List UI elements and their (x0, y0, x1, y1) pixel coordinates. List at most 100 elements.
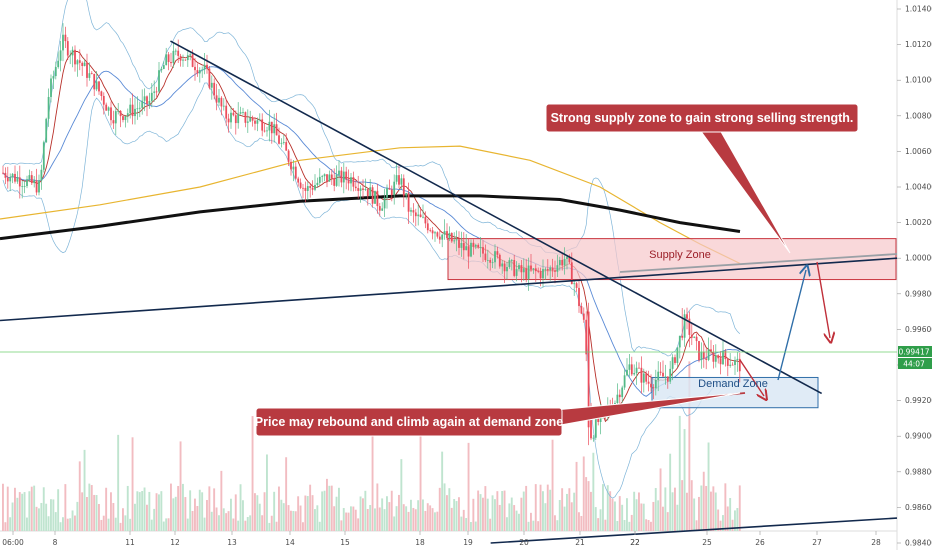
volume-bar (626, 498, 628, 531)
candle-body (323, 174, 326, 177)
candle-body (112, 120, 115, 124)
volume-bar (143, 487, 146, 531)
volume-bar (333, 506, 336, 531)
candle-body (206, 64, 208, 69)
y-tick-label: 1.00600 (905, 147, 932, 156)
volume-bar (417, 500, 420, 531)
projection-arrows (739, 261, 830, 396)
volume-bar (489, 518, 492, 531)
volume-bar (290, 510, 292, 531)
candle-body (371, 187, 374, 204)
volume-bar (35, 506, 38, 531)
volume-bar (525, 485, 528, 531)
volume-bar (14, 487, 16, 531)
volume-bar (11, 502, 14, 531)
candle-body (546, 269, 549, 271)
volume-bar (604, 519, 607, 531)
candle-body (501, 263, 504, 267)
volume-bar (686, 492, 688, 531)
candle-body (261, 119, 264, 131)
volume-bar (726, 506, 729, 531)
candle-body (309, 186, 312, 188)
volume-bar (69, 518, 72, 531)
candle-body (182, 59, 184, 61)
volume-bar (244, 520, 247, 531)
candle-body (633, 373, 636, 375)
candle-body (681, 335, 684, 338)
candle-body (78, 60, 81, 63)
candle-body (4, 172, 7, 178)
x-tick-label: 21 (575, 538, 585, 547)
volume-bar (201, 492, 204, 531)
volume-bar (239, 484, 242, 531)
volume-bar (124, 515, 127, 531)
candle-body (280, 142, 283, 144)
candle-body (424, 216, 427, 224)
candle-body (414, 212, 417, 217)
candle-body (143, 96, 146, 101)
candle-body (165, 54, 168, 66)
candle-body (287, 150, 290, 162)
volume-bar (710, 491, 712, 531)
candle-body (462, 243, 465, 251)
volume-bar (705, 485, 708, 531)
candle-body (458, 239, 460, 248)
volume-bar (647, 520, 650, 531)
candle-body (299, 182, 302, 188)
candle-body (731, 364, 734, 366)
volume-bar (714, 492, 717, 531)
candle-body (302, 187, 304, 189)
candle-body (88, 73, 91, 78)
volume-bar (174, 496, 177, 531)
volume-bar (575, 461, 578, 531)
x-tick-label: 14 (285, 538, 295, 547)
volume-bar (357, 518, 360, 531)
candle-body (160, 68, 163, 71)
volume-bar (138, 492, 141, 531)
volume-bar (371, 428, 374, 531)
volume-bar (515, 510, 518, 531)
candle-body (405, 192, 408, 196)
candle-body (566, 256, 568, 259)
candle-body (590, 410, 592, 439)
volume-bar (90, 485, 93, 531)
volume-bar (650, 521, 652, 531)
volume-bar (698, 496, 700, 531)
volume-bar (309, 484, 312, 531)
volume-bar (434, 512, 436, 531)
candle-body (170, 62, 172, 64)
candle-body (213, 82, 216, 96)
y-tick-label: 1.01000 (905, 76, 932, 85)
candle-body (479, 247, 482, 248)
volume-bar (695, 520, 698, 531)
candle-body (470, 242, 472, 257)
volume-bar (323, 490, 326, 531)
arrow-down-from-supply (816, 261, 830, 338)
candle-body (93, 73, 96, 90)
candle-body (695, 336, 698, 342)
candle-body (482, 247, 484, 254)
volume-bar (335, 496, 338, 531)
candle-body (402, 178, 405, 196)
volume-bar (282, 503, 285, 531)
candle-body (136, 108, 139, 110)
candle-body (486, 260, 489, 261)
volume-bar (88, 483, 91, 531)
candle-body (177, 50, 180, 56)
candle-body (448, 233, 451, 239)
volume-bar (318, 521, 321, 531)
volume-bar (426, 503, 429, 531)
candle-body (268, 121, 271, 131)
volume-bar (189, 490, 192, 531)
candle-body (587, 311, 590, 428)
volume-bar (724, 483, 727, 531)
supply-zone-label: Supply Zone (649, 249, 711, 261)
volume-bar (105, 487, 108, 531)
candle-body (698, 341, 700, 361)
trendline-ascending-support (0, 257, 898, 322)
volume-bar (47, 516, 50, 531)
volume-bar (688, 361, 691, 531)
candle-body (290, 161, 292, 170)
